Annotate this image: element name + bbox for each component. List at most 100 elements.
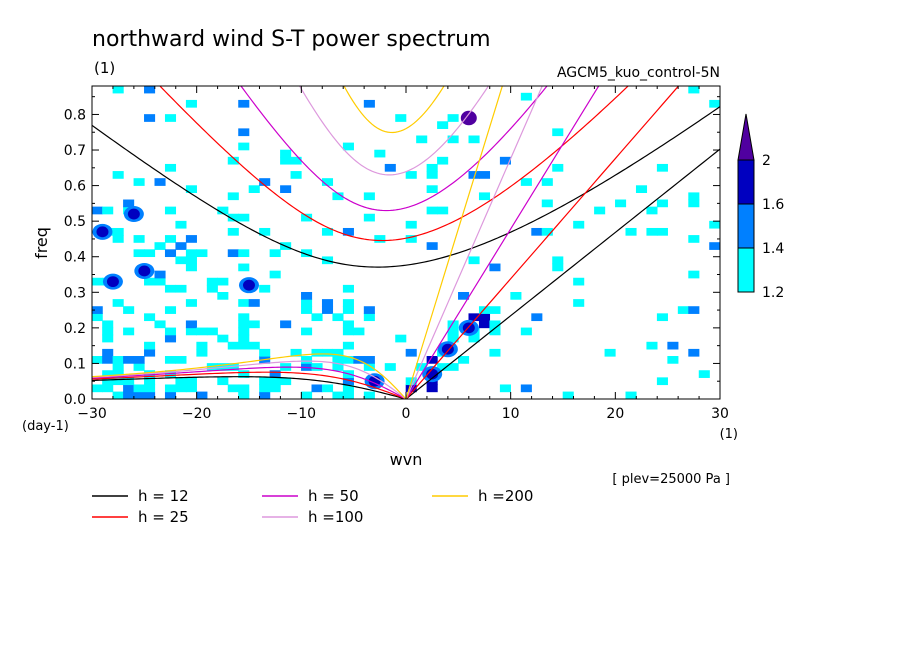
heatmap-cell <box>447 327 459 336</box>
heatmap-cell <box>363 363 375 371</box>
heatmap-cell <box>154 242 166 250</box>
heatmap-cell <box>478 320 491 329</box>
colorbar-label: 1.2 <box>762 285 784 301</box>
y-tick-label: 0.5 <box>64 214 86 230</box>
dispersion-curve <box>159 86 629 242</box>
heatmap-cell <box>447 135 459 144</box>
heatmap-cell <box>248 320 260 329</box>
heatmap-cell <box>688 199 700 208</box>
dispersion-curve <box>405 148 720 399</box>
heatmap-cell <box>217 206 229 215</box>
heatmap-cell <box>238 334 250 343</box>
heatmap-cell <box>426 163 438 172</box>
heatmap-cell <box>238 313 250 322</box>
heatmap-cell <box>489 263 501 272</box>
heatmap-cell <box>164 327 177 336</box>
heatmap-cell <box>426 185 438 194</box>
heatmap-cell <box>625 391 637 399</box>
heatmap-cell <box>416 363 428 371</box>
heatmap-cell <box>342 391 354 399</box>
heatmap-cell <box>238 341 250 350</box>
heatmap-cell <box>185 377 197 386</box>
heatmap-cell <box>342 356 354 364</box>
colorbar-segment <box>737 247 755 293</box>
heatmap-cell <box>164 249 177 258</box>
heatmap-cell <box>499 384 511 393</box>
heatmap-cell <box>227 156 239 165</box>
heatmap-cell <box>92 384 103 393</box>
heatmap-cell <box>164 306 177 314</box>
heatmap-cell <box>112 171 124 179</box>
heatmap-cell <box>447 114 459 122</box>
heatmap-cell <box>301 306 313 314</box>
heatmap-cell <box>102 377 114 386</box>
heatmap-cell <box>311 363 323 371</box>
heatmap-cell <box>342 284 354 293</box>
heatmap-cell <box>301 356 313 364</box>
heatmap-cell <box>426 171 438 179</box>
heatmap-cell <box>259 377 271 386</box>
heatmap-cell <box>185 320 197 329</box>
heatmap-cell <box>405 348 417 357</box>
heatmap-cell <box>342 377 354 386</box>
y-tick-label: 0.2 <box>64 321 86 337</box>
heatmap-cell <box>133 249 145 258</box>
heatmap-cell <box>123 384 135 393</box>
x-unit-label: (1) <box>720 427 738 442</box>
dispersion-curve <box>298 86 490 176</box>
heatmap-cell <box>552 263 564 272</box>
heatmap-cell <box>154 277 166 286</box>
heatmap-cell <box>447 334 459 343</box>
heatmap-cell <box>259 284 271 293</box>
legend-item: h =100 <box>262 508 363 526</box>
dispersion-curve <box>405 86 503 399</box>
heatmap-cell <box>280 320 292 329</box>
heatmap-cell <box>342 299 354 307</box>
heatmap-cell <box>437 121 449 129</box>
heatmap-cell <box>175 284 187 293</box>
heatmap-cell <box>185 384 197 393</box>
colorbar-label: 2 <box>762 153 771 169</box>
heatmap-cell <box>227 341 239 350</box>
heatmap-cell <box>363 356 375 364</box>
colorbar-segment <box>737 203 755 249</box>
heatmap-cell <box>144 384 156 393</box>
heatmap-cell <box>635 185 648 194</box>
heatmap-cell <box>301 327 313 336</box>
legend-label: h =200 <box>478 487 533 505</box>
heatmap-cell <box>238 320 250 329</box>
heatmap-cell <box>102 327 114 336</box>
heatmap-cell <box>112 377 124 386</box>
heatmap-cell <box>164 235 177 243</box>
heatmap-cell <box>301 299 313 307</box>
heatmap-cell <box>259 384 271 393</box>
heatmap-cell <box>227 384 239 393</box>
heatmap-cell <box>363 99 375 108</box>
heatmap-cell <box>363 213 375 222</box>
heatmap-cell <box>185 256 197 265</box>
heatmap-cell <box>280 156 292 165</box>
x-tick-label: −10 <box>287 406 317 422</box>
heatmap-cell <box>269 384 281 393</box>
heatmap-cell <box>520 92 532 101</box>
heatmap-cell <box>102 334 114 343</box>
heatmap-cell <box>154 320 166 329</box>
heatmap-cell <box>144 114 156 122</box>
heatmap-cell <box>144 249 156 258</box>
high-power-region <box>106 276 119 288</box>
heatmap-cell <box>144 348 156 357</box>
heatmap-cell <box>531 313 543 322</box>
heatmap-cell <box>698 370 710 378</box>
heatmap-cell <box>196 391 208 399</box>
heatmap-cell <box>478 171 491 179</box>
heatmap-cell <box>217 291 229 300</box>
heatmap-cell <box>144 341 156 350</box>
heatmap-cell <box>478 192 491 201</box>
heatmap-cell <box>238 142 250 151</box>
y-tick-label: 0.8 <box>64 107 86 123</box>
heatmap-cell <box>688 235 700 243</box>
heatmap-cell <box>175 256 187 265</box>
heatmap-cell <box>447 320 459 329</box>
heatmap-cell <box>510 291 522 300</box>
heatmap-cell <box>321 227 334 236</box>
